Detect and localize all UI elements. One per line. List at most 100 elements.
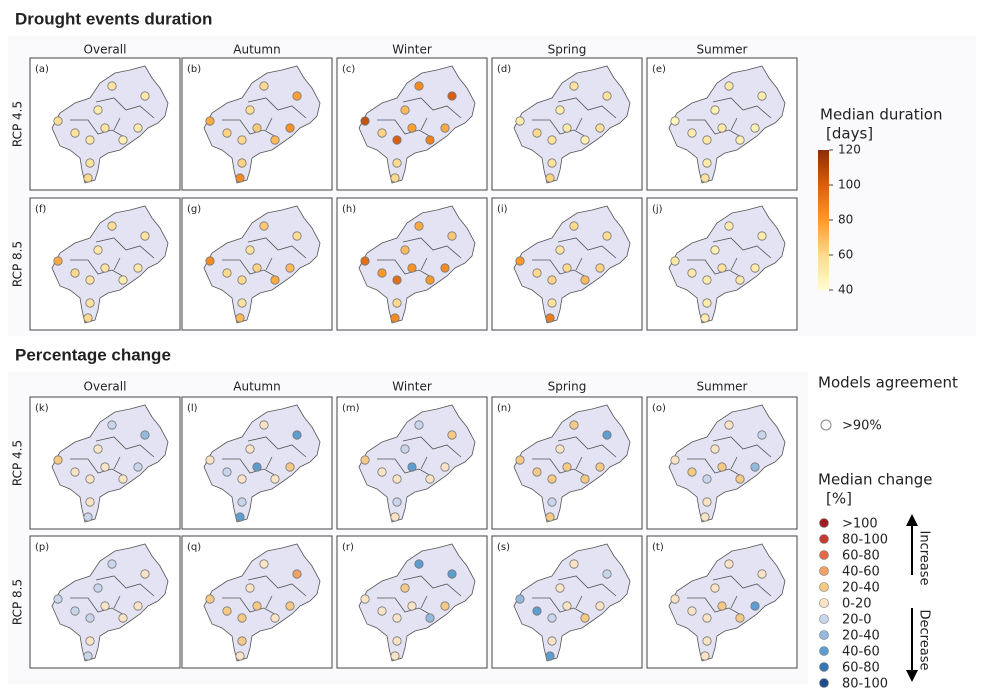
station xyxy=(377,128,387,138)
catchment xyxy=(668,543,786,662)
station xyxy=(237,636,247,646)
station xyxy=(414,420,424,430)
sub-basin-border xyxy=(687,97,772,139)
column-header: Spring xyxy=(548,43,587,57)
column-header: Autumn xyxy=(233,380,280,394)
station xyxy=(700,651,710,661)
map: (t) xyxy=(652,542,786,662)
station xyxy=(750,462,760,472)
legend-symbol xyxy=(819,630,829,640)
station xyxy=(53,256,63,266)
station xyxy=(532,467,542,477)
station xyxy=(414,81,424,91)
station xyxy=(569,559,579,569)
catchment xyxy=(51,205,169,324)
station xyxy=(270,474,280,484)
station xyxy=(547,497,557,507)
map: (i) xyxy=(497,204,631,324)
catchment xyxy=(358,65,476,184)
station xyxy=(392,497,402,507)
station xyxy=(100,123,110,133)
station xyxy=(447,91,457,101)
station xyxy=(425,135,435,145)
station xyxy=(85,135,95,145)
legend-label: 0-20 xyxy=(842,597,872,612)
sub-basin-border xyxy=(532,436,617,478)
station xyxy=(602,91,612,101)
station xyxy=(235,173,245,183)
station xyxy=(83,313,93,323)
station xyxy=(392,613,402,623)
station xyxy=(118,275,128,285)
legend-label: 80-100 xyxy=(842,677,888,691)
catchment xyxy=(513,404,631,523)
catchment xyxy=(513,205,631,324)
station xyxy=(107,221,117,231)
panel-label: (b) xyxy=(187,64,201,75)
panel-label: (j) xyxy=(652,204,663,215)
column-header: Winter xyxy=(392,380,432,394)
catchment xyxy=(513,543,631,662)
station xyxy=(222,128,232,138)
station xyxy=(377,606,387,616)
station xyxy=(252,462,262,472)
station xyxy=(390,512,400,522)
station xyxy=(447,430,457,440)
panel-label: (k) xyxy=(35,403,49,414)
station xyxy=(687,606,697,616)
station xyxy=(70,268,80,278)
station xyxy=(602,231,612,241)
map: (l) xyxy=(187,403,321,523)
station xyxy=(407,462,417,472)
station xyxy=(595,123,605,133)
legend-symbol xyxy=(819,614,829,624)
legend-label: 40-60 xyxy=(842,645,880,660)
station xyxy=(205,594,215,604)
catchment xyxy=(203,404,321,523)
legend-symbol xyxy=(819,662,829,672)
sub-basin-border xyxy=(532,575,617,617)
station xyxy=(245,245,255,255)
station xyxy=(245,444,255,454)
agreement-label: >90% xyxy=(842,419,882,434)
station xyxy=(569,81,579,91)
legend-symbol xyxy=(819,518,829,528)
panel-label: (d) xyxy=(497,64,511,75)
colorbar-tick-label: 120 xyxy=(838,143,861,157)
station xyxy=(724,221,734,231)
station xyxy=(702,135,712,145)
station xyxy=(545,512,555,522)
station xyxy=(292,91,302,101)
station xyxy=(717,462,727,472)
station xyxy=(702,298,712,308)
panel-label: (h) xyxy=(342,204,356,215)
map: (h) xyxy=(342,204,476,324)
station xyxy=(237,497,247,507)
panel-label: (t) xyxy=(652,542,664,553)
agreement-symbol xyxy=(820,419,832,431)
station xyxy=(407,123,417,133)
station xyxy=(222,467,232,477)
colorbar-unit: [days] xyxy=(826,125,873,143)
station xyxy=(447,231,457,241)
map: (e) xyxy=(652,64,786,184)
column-header: Spring xyxy=(548,380,587,394)
station xyxy=(555,583,565,593)
station xyxy=(285,462,295,472)
station xyxy=(377,268,387,278)
sub-basin-border xyxy=(222,575,307,617)
map: (q) xyxy=(187,542,321,662)
station xyxy=(687,467,697,477)
station xyxy=(735,135,745,145)
station xyxy=(235,512,245,522)
station xyxy=(392,474,402,484)
station xyxy=(400,105,410,115)
station xyxy=(259,559,269,569)
panel-label: (p) xyxy=(35,542,49,553)
colorbar-tick-label: 40 xyxy=(838,283,853,297)
station xyxy=(687,268,697,278)
station xyxy=(390,651,400,661)
station xyxy=(407,263,417,273)
station xyxy=(580,613,590,623)
catchment xyxy=(358,543,476,662)
